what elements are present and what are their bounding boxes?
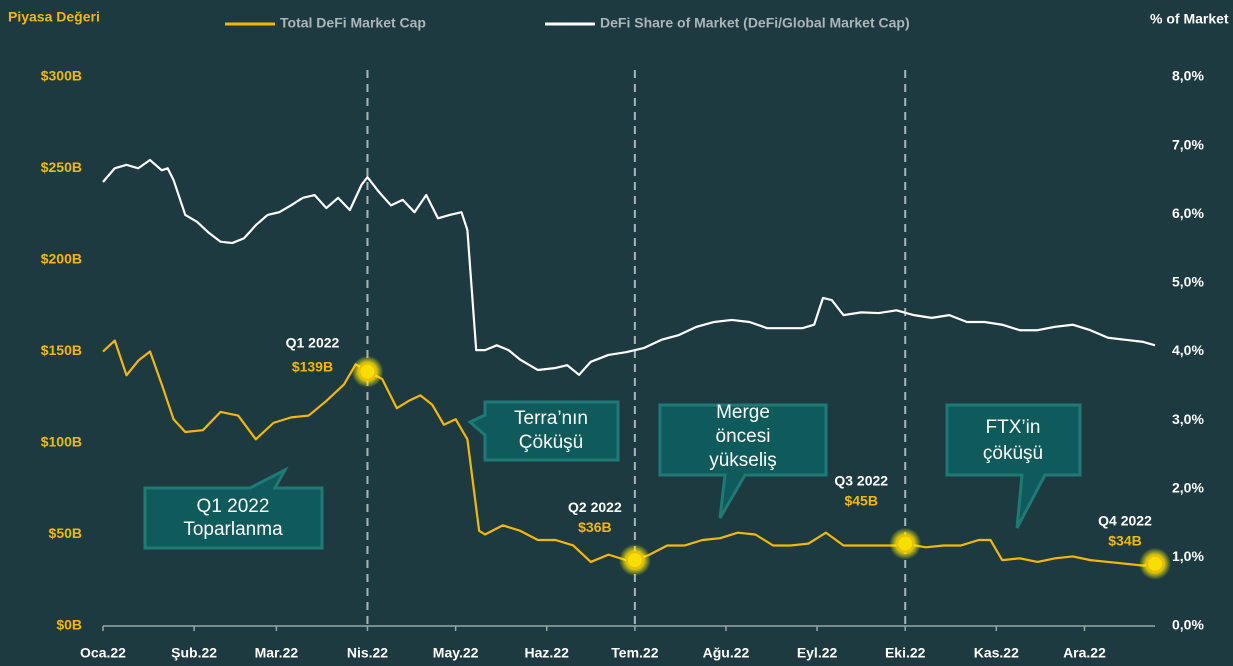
y2-tick-label: 7,0% [1172, 136, 1204, 152]
annotation-text: yükseliş [709, 450, 777, 471]
annotation-text: Çöküşü [519, 432, 583, 453]
marker [1146, 554, 1164, 573]
x-tick-label: Haz.22 [525, 645, 570, 661]
y2-tick-label: 1,0% [1172, 548, 1204, 564]
x-tick-label: Şub.22 [171, 645, 217, 661]
x-tick-label: Mar.22 [255, 645, 299, 661]
annotations: Q1 2022 Toparlanma Terra’nın Çöküşü Merg… [143, 400, 1082, 550]
x-tick-label: May.22 [433, 645, 479, 661]
y-axis-title: Piyasa Değeri [8, 9, 100, 25]
annotation-text: çöküşü [983, 443, 1043, 464]
marker-value-label: $139B [292, 358, 333, 374]
annotation-text: Terra’nın [514, 408, 588, 429]
y2-tick-label: 2,0% [1172, 479, 1204, 495]
callout-box [467, 400, 620, 462]
y-tick-label: $50B [49, 525, 82, 541]
annotation-text: Toparlanma [183, 519, 283, 540]
legend-label: Total DeFi Market Cap [280, 15, 426, 31]
annotation-text: Merge [716, 402, 770, 423]
x-tick-label: Tem.22 [611, 645, 658, 661]
y-tick-label: $200B [41, 251, 82, 267]
callout-box [658, 403, 828, 519]
y2-axis-title: % of Market [1150, 11, 1229, 27]
x-tick-label: Ağu.22 [703, 645, 750, 661]
marker-label: Q2 2022 [568, 499, 622, 515]
y-tick-label: $300B [41, 68, 82, 84]
annotation-text: FTX’in [986, 417, 1041, 438]
y2-tick-label: 8,0% [1172, 68, 1204, 84]
marker [625, 551, 644, 570]
marker-label: Q4 2022 [1098, 512, 1152, 528]
y2-tick-label: 4,0% [1172, 342, 1204, 358]
marker-value-label: $34B [1108, 532, 1141, 548]
x-tick-label: Nis.22 [347, 645, 388, 661]
marker-label: Q1 2022 [286, 334, 340, 350]
x-tick-label: Eki.22 [885, 645, 926, 661]
y-tick-label: $150B [41, 342, 82, 358]
annotation-text: Q1 2022 [197, 496, 270, 517]
y2-tick-label: 3,0% [1172, 411, 1204, 427]
annotation-text: öncesi [716, 426, 771, 447]
series-line [102, 339, 1156, 567]
y2-tick-label: 5,0% [1172, 274, 1204, 290]
y2-tick-label: 6,0% [1172, 205, 1204, 221]
marker-label: Q3 2022 [834, 472, 888, 488]
x-tick-label: Kas.22 [974, 645, 1019, 661]
y-tick-label: $0B [56, 617, 82, 633]
marker-value-label: $45B [844, 492, 877, 508]
legend-label: DeFi Share of Market (DeFi/Global Market… [600, 15, 910, 31]
marker [358, 362, 377, 381]
x-tick-label: Ara.22 [1063, 645, 1106, 661]
x-tick-label: Eyl.22 [797, 645, 838, 661]
marker [896, 534, 915, 553]
marker-value-label: $36B [578, 519, 611, 535]
series-line [102, 158, 1156, 376]
y2-tick-label: 0,0% [1172, 617, 1204, 633]
x-tick-label: Oca.22 [80, 645, 126, 661]
callout-box [143, 466, 324, 550]
y-tick-label: $100B [41, 434, 82, 450]
callout-box [945, 403, 1082, 529]
y-tick-label: $250B [41, 159, 82, 175]
